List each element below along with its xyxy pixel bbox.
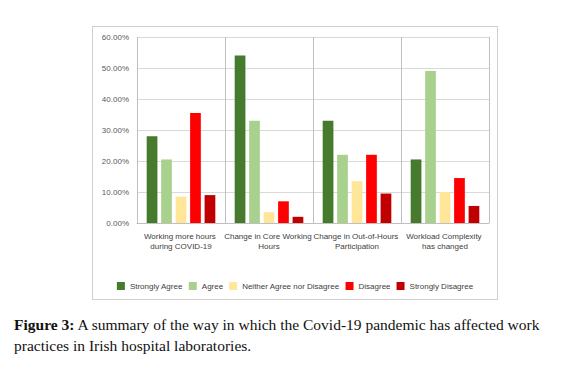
svg-text:Agree: Agree <box>202 282 224 291</box>
svg-text:Change in Out-of-Hours: Change in Out-of-Hours <box>313 232 400 241</box>
svg-text:Hours: Hours <box>258 242 279 251</box>
svg-text:Working more hours: Working more hours <box>144 232 218 241</box>
svg-text:Disagree: Disagree <box>359 282 392 291</box>
svg-text:Participation: Participation <box>335 242 379 251</box>
svg-text:Strongly Disagree: Strongly Disagree <box>410 282 474 291</box>
html-text:Figure 3: A summary of the way: Figure 3: A summary of the way in which … <box>14 316 540 354</box>
svg-text:30.00%: 30.00% <box>102 126 129 135</box>
svg-text:40.00%: 40.00% <box>102 95 129 104</box>
svg-text:0.00%: 0.00% <box>106 219 129 228</box>
svg-text:50.00%: 50.00% <box>102 64 129 73</box>
svg-text:Change in Core Working: Change in Core Working <box>224 232 314 241</box>
svg-text:during COVID-19: during COVID-19 <box>150 242 212 251</box>
svg-text:has changed: has changed <box>422 242 468 251</box>
svg-text:20.00%: 20.00% <box>102 157 129 166</box>
svg-text:Workload Complexity: Workload Complexity <box>406 232 484 241</box>
svg-text:Strongly Agree: Strongly Agree <box>130 282 183 291</box>
svg-text:Neither Agree nor Disagree: Neither Agree nor Disagree <box>242 282 339 291</box>
svg-text:10.00%: 10.00% <box>102 188 129 197</box>
svg-text:60.00%: 60.00% <box>102 33 129 42</box>
